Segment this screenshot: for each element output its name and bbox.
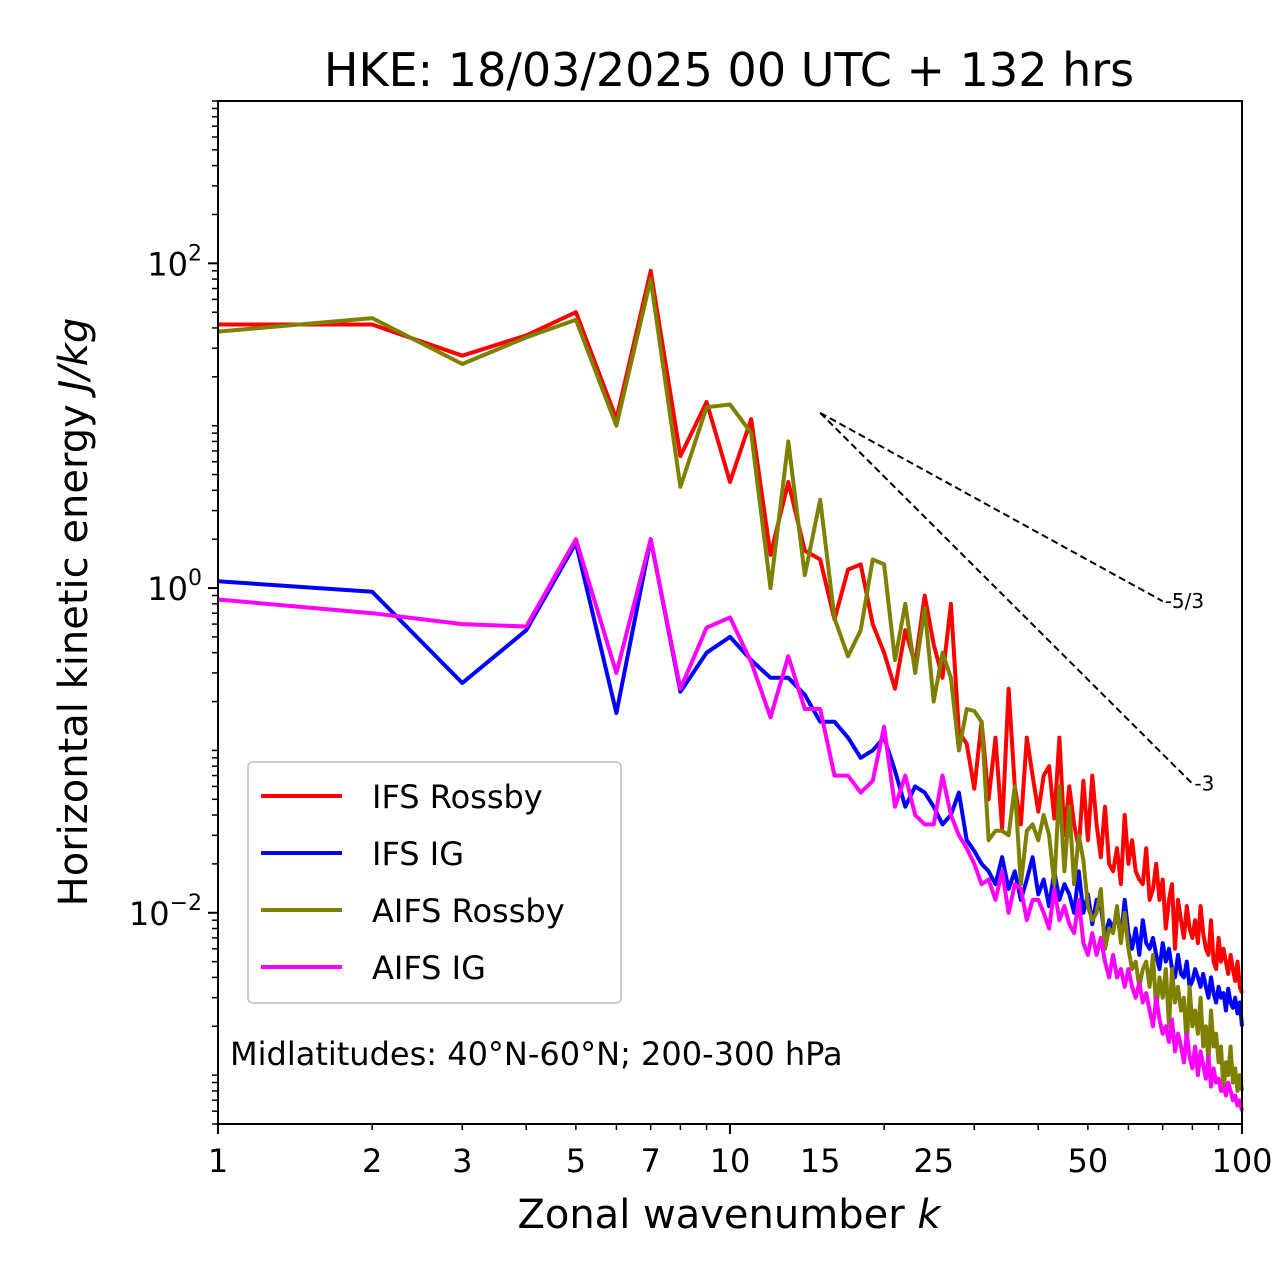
x-axis-label-text: Zonal wavenumber [517, 1192, 905, 1238]
y-axis: 10−2 100 102 [129, 100, 218, 1125]
series-layer [217, 268, 1244, 1112]
reference-slopes: -5/3 -3 [819, 411, 1214, 796]
legend-label-ifs-rossby: IFS Rossby [372, 778, 543, 816]
y-axis-label: Horizontal kinetic energy J/kg [51, 318, 97, 907]
series-line-aifs-ig [217, 537, 1244, 1112]
y-tick-label: 100 [147, 566, 202, 608]
y-tick-label: 10−2 [129, 891, 202, 933]
x-tick-label: 100 [1211, 1142, 1272, 1180]
x-axis-label-var: k [917, 1192, 942, 1238]
y-tick-label: 102 [147, 241, 202, 283]
legend-box [247, 761, 622, 1004]
chart-title: HKE: 18/03/2025 00 UTC + 132 hrs [324, 43, 1134, 97]
x-tick-label: 2 [362, 1142, 382, 1180]
region-annotation: Midlatitudes: 40°N-60°N; 200-300 hPa [230, 1035, 843, 1073]
y-axis-label-text: Horizontal kinetic energy [51, 404, 97, 906]
x-tick-label: 7 [641, 1142, 661, 1180]
x-tick-label: 5 [566, 1142, 586, 1180]
legend: IFS Rossby IFS IG AIFS Rossby AIFS IG [247, 761, 622, 1004]
legend-label-aifs-rossby: AIFS Rossby [372, 892, 565, 930]
slope-label-1: -5/3 [1165, 589, 1204, 613]
y-axis-label-unit: J/kg [51, 318, 97, 399]
x-tick-label: 50 [1068, 1142, 1109, 1180]
x-tick-label: 1 [208, 1142, 228, 1180]
x-tick-label: 3 [452, 1142, 472, 1180]
legend-label-aifs-ig: AIFS IG [372, 949, 486, 987]
series-line-aifs-rossby [217, 277, 1244, 1093]
x-tick-label: 25 [913, 1142, 954, 1180]
x-axis-label: Zonal wavenumber k [517, 1192, 942, 1238]
legend-label-ifs-ig: IFS IG [372, 835, 464, 873]
legend-items: IFS Rossby IFS IG AIFS Rossby AIFS IG [261, 778, 565, 987]
x-axis: 1 2 3 5 7 10 15 25 50 100 [208, 1124, 1273, 1180]
x-tick-label: 15 [800, 1142, 841, 1180]
x-tick-label: 10 [710, 1142, 751, 1180]
series-line-ifs-rossby [218, 268, 1244, 994]
slope-line-1 [819, 411, 1164, 603]
slope-label-2: -3 [1194, 772, 1214, 796]
